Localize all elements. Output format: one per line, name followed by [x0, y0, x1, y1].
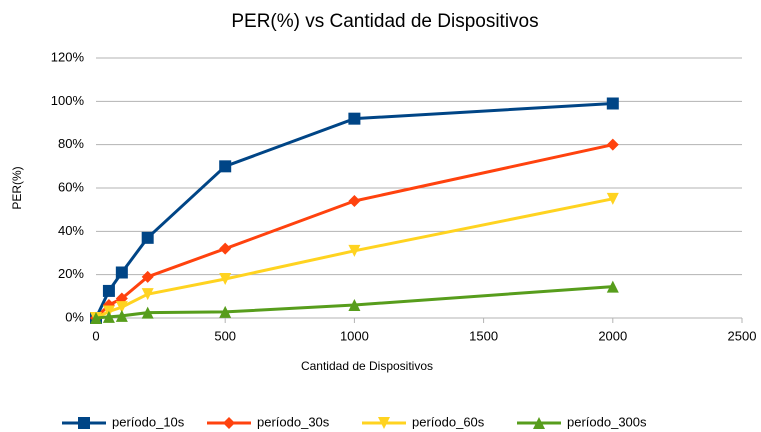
data-point — [115, 301, 128, 314]
legend-item: período_10s — [62, 414, 185, 429]
legend-label: período_60s — [412, 414, 485, 429]
data-point — [90, 312, 102, 324]
data-point — [348, 112, 361, 125]
data-point — [606, 97, 619, 110]
data-point — [606, 280, 619, 293]
data-point — [115, 266, 128, 279]
series-line — [94, 102, 613, 319]
legend-item: período_30s — [207, 414, 330, 429]
y-axis-title: PER(%) — [10, 166, 24, 209]
y-tick-label: 120% — [51, 49, 85, 64]
x-tick-label: 1000 — [340, 328, 369, 343]
legend-label: período_10s — [112, 414, 185, 429]
legend-item: período_300s — [517, 414, 647, 429]
data-point — [606, 138, 619, 151]
legend-marker — [223, 417, 235, 429]
legend-marker — [533, 417, 545, 429]
legend-label: período_30s — [257, 414, 330, 429]
y-tick-label: 20% — [58, 266, 84, 281]
data-point — [348, 195, 361, 207]
data-point — [141, 270, 154, 283]
y-tick-label: 40% — [58, 223, 84, 238]
chart-title: PER(%) vs Cantidad de Dispositivos — [231, 11, 538, 32]
x-tick-label: 2500 — [728, 328, 757, 343]
data-point — [102, 284, 115, 297]
data-point — [115, 309, 128, 322]
data-point — [141, 306, 154, 319]
y-tick-label: 100% — [51, 93, 85, 108]
data-point — [606, 192, 619, 205]
data-point — [348, 299, 361, 311]
data-point — [219, 273, 232, 285]
data-point — [348, 244, 361, 257]
legend-label: período_300s — [567, 414, 647, 429]
x-tick-label: 0 — [92, 328, 99, 343]
data-point — [102, 310, 115, 323]
y-tick-label: 60% — [58, 179, 84, 194]
x-tick-label: 500 — [214, 328, 236, 343]
legend-marker — [78, 417, 90, 429]
data-point — [141, 288, 154, 301]
legend-item: período_60s — [362, 414, 485, 429]
data-point — [141, 231, 154, 244]
data-point — [219, 160, 232, 173]
y-tick-label: 80% — [58, 136, 84, 151]
y-tick-label: 0% — [65, 309, 84, 324]
x-tick-label: 1500 — [469, 328, 498, 343]
data-point — [219, 242, 232, 255]
x-tick-label: 2000 — [598, 328, 627, 343]
legend-marker — [378, 417, 390, 429]
x-axis-title: Cantidad de Dispositivos — [301, 359, 433, 373]
data-point — [219, 305, 232, 318]
